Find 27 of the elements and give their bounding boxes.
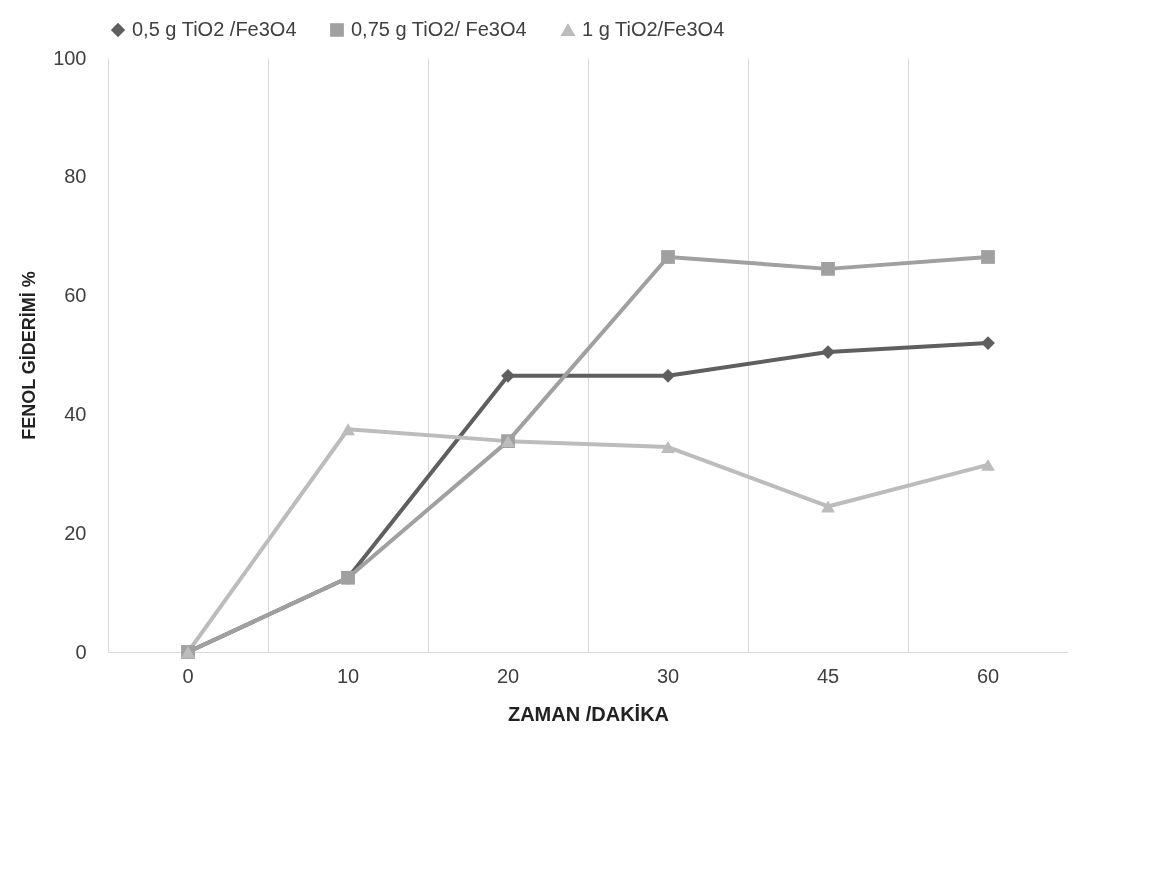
point	[981, 458, 995, 471]
y-tick-label: 100	[53, 46, 87, 69]
x-tick-label: 30	[656, 664, 680, 687]
point	[661, 368, 675, 383]
point	[661, 441, 675, 454]
x-tick-label: 0	[182, 664, 194, 687]
y-tick-label: 0	[75, 640, 87, 663]
x-tick-label: 45	[816, 664, 840, 687]
point	[501, 368, 515, 383]
legend-label: 0,75 g TiO2/ Fe3O4	[351, 18, 527, 40]
legend-label: 0,5 g TiO2 /Fe3O4	[132, 18, 297, 40]
x-tick-label: 60	[976, 664, 1000, 687]
point	[821, 261, 835, 276]
point	[661, 250, 675, 264]
y-tick-label: 20	[64, 521, 87, 544]
y-tick-label: 40	[64, 402, 87, 425]
x-tick-label: 10	[336, 664, 360, 687]
x-tick-label: 20	[496, 664, 520, 687]
point	[341, 423, 355, 436]
point	[981, 250, 995, 264]
y-axis-title: FENOL GİDERİMİ %	[19, 271, 40, 440]
point	[821, 500, 835, 513]
y-tick-label: 80	[64, 165, 87, 188]
y-tick-label: 60	[64, 284, 87, 307]
x-axis-title: ZAMAN /DAKİKA	[507, 702, 670, 725]
point	[981, 336, 995, 351]
legend-label: 1 g TiO2/Fe3O4	[582, 18, 725, 40]
